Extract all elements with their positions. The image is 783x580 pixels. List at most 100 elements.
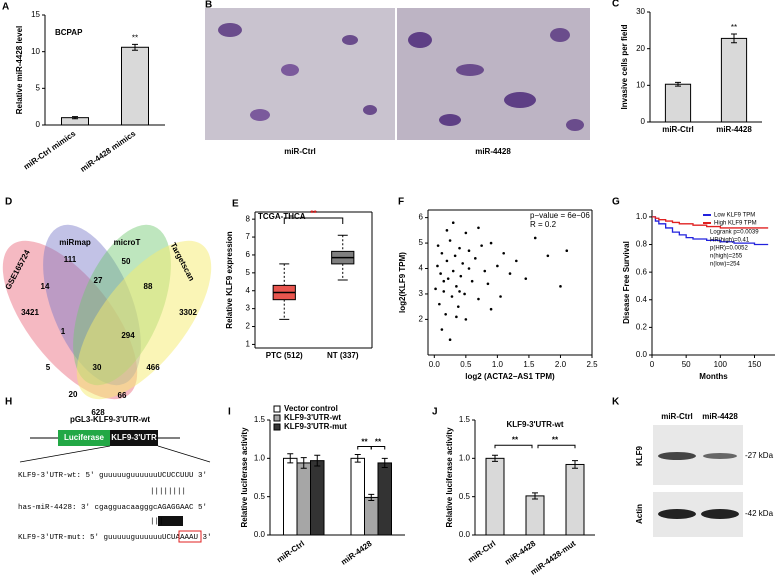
survival-line bbox=[652, 216, 769, 246]
sequence: KLF9-3'UTR-wt: 5' guuuuuguuuuuuUCUCCUUU … bbox=[18, 472, 207, 480]
y-tick-label: 1.0 bbox=[636, 212, 648, 221]
error-bar bbox=[731, 33, 737, 44]
y-tick-label: 5 bbox=[36, 83, 41, 92]
point bbox=[489, 241, 493, 245]
point bbox=[486, 282, 490, 286]
protein-label: Actin bbox=[635, 504, 644, 524]
zoom-line bbox=[157, 445, 211, 463]
annotation: R = 0.2 bbox=[530, 220, 557, 229]
venn: D bbox=[2, 197, 212, 400]
significance: ** bbox=[552, 435, 559, 444]
x-tick-label: miR-Ctrl mimics bbox=[22, 129, 78, 172]
legend-swatch bbox=[273, 414, 281, 422]
point bbox=[464, 231, 468, 235]
legend-label: Low KLF9 TPM bbox=[714, 213, 755, 219]
point bbox=[434, 287, 437, 291]
point bbox=[448, 338, 452, 342]
panel-label: G bbox=[612, 197, 620, 208]
bar bbox=[364, 496, 379, 536]
venn-count: 20 bbox=[69, 390, 78, 399]
legend-swatch bbox=[273, 405, 281, 413]
panel-label: K bbox=[612, 397, 620, 408]
bar bbox=[565, 463, 585, 536]
survival-line bbox=[652, 216, 769, 229]
band bbox=[658, 452, 696, 460]
zoom-line bbox=[19, 445, 111, 463]
venn-count: 88 bbox=[144, 282, 153, 291]
lane-label: miR-4428 bbox=[702, 412, 738, 421]
y-tick-label: 0 bbox=[641, 117, 646, 126]
cell bbox=[218, 23, 242, 37]
y-tick-label: 10 bbox=[636, 80, 645, 89]
chart-title: KLF9-3'UTR-wt bbox=[506, 420, 563, 429]
y-tick-label: 4 bbox=[419, 264, 424, 273]
lane-label: miR-Ctrl bbox=[661, 412, 693, 421]
point bbox=[455, 315, 458, 319]
point bbox=[499, 295, 502, 298]
panel-label: D bbox=[5, 197, 12, 208]
error-bar bbox=[354, 454, 361, 463]
venn-count: 27 bbox=[94, 276, 103, 285]
error-bar bbox=[368, 493, 375, 501]
x-axis-title: Months bbox=[699, 372, 728, 381]
protein-label: KLF9 bbox=[635, 445, 644, 466]
stat: p(HR)=0.0052 bbox=[710, 246, 749, 252]
point bbox=[450, 295, 454, 298]
y-tick-label: 4 bbox=[246, 286, 251, 295]
point bbox=[467, 249, 471, 253]
sequence: KLF9-3'UTR-mut: 5' guuuuuguuuuuuUCUAAAAU… bbox=[18, 534, 212, 542]
y-tick-label: 0.8 bbox=[636, 240, 648, 249]
y-axis-title: Disease Free Survival bbox=[622, 241, 631, 324]
point bbox=[451, 221, 455, 225]
x-tick-label: 0.5 bbox=[460, 360, 472, 369]
x-tick-label: NT (337) bbox=[327, 351, 359, 360]
venn-set-label: microT bbox=[114, 238, 141, 247]
x-tick-label: 2.5 bbox=[586, 360, 598, 369]
venn-count: 14 bbox=[41, 282, 50, 291]
point bbox=[524, 277, 528, 280]
point bbox=[461, 262, 464, 265]
bracket bbox=[370, 446, 386, 450]
point bbox=[446, 277, 450, 280]
cell bbox=[456, 64, 484, 76]
size-label: -42 kDa bbox=[745, 509, 774, 518]
point bbox=[442, 279, 446, 283]
point bbox=[502, 251, 505, 255]
western: K miR-Ctrl miR-4428 KLF9 Actin -27 kDa -… bbox=[612, 397, 774, 537]
y-tick-label: 0.5 bbox=[459, 492, 471, 501]
panel-label: A bbox=[2, 2, 9, 13]
y-tick-label: 1.0 bbox=[254, 453, 266, 462]
y-tick-label: 5 bbox=[246, 268, 251, 277]
venn-count: 111 bbox=[64, 255, 77, 264]
y-tick-label: 3 bbox=[246, 304, 251, 313]
cell bbox=[363, 105, 377, 115]
stat: HR(high)=0.41 bbox=[710, 238, 750, 244]
error-bar bbox=[314, 454, 321, 467]
stat: n(low)=254 bbox=[710, 262, 741, 268]
image-label: miR-4428 bbox=[475, 147, 511, 156]
cell bbox=[250, 109, 270, 121]
y-axis-title: Relative luciferase activity bbox=[240, 427, 249, 528]
point bbox=[456, 305, 460, 308]
significance: ** bbox=[132, 33, 138, 42]
annotation: p−value = 6e−06 bbox=[530, 211, 590, 220]
y-axis-title: log2(KLF9 TPM) bbox=[398, 252, 407, 313]
y-tick-label: 30 bbox=[636, 7, 645, 16]
bar bbox=[720, 37, 748, 123]
point bbox=[565, 249, 569, 253]
x-tick-label: 1.0 bbox=[492, 360, 504, 369]
y-axis-title: Relative KLF9 expression bbox=[225, 231, 234, 328]
error-bar bbox=[572, 460, 578, 469]
bar bbox=[664, 83, 692, 123]
point bbox=[508, 272, 512, 275]
bar bbox=[485, 457, 505, 536]
point bbox=[442, 290, 446, 293]
cell bbox=[408, 32, 432, 48]
chart: E 1 2 3 4 5 6 7 8 Relative KLF9 expression TCGA-TH… bbox=[225, 199, 373, 360]
point bbox=[436, 244, 440, 247]
x-tick-label: miR-Ctrl bbox=[662, 125, 694, 134]
venn-count: 30 bbox=[93, 363, 102, 372]
x-tick-label: 0.0 bbox=[429, 360, 441, 369]
cell bbox=[566, 119, 584, 131]
point bbox=[477, 297, 480, 301]
